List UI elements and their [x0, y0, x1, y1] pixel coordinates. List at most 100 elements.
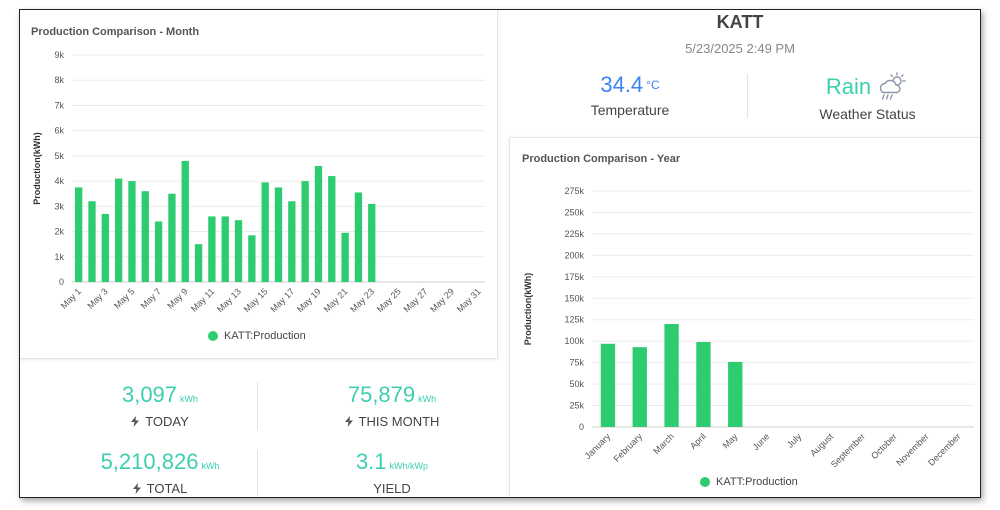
y-tick-label: 50k — [569, 379, 584, 389]
x-tick-label: May 7 — [139, 286, 163, 310]
bar-may-17 — [288, 201, 296, 282]
bar-march — [664, 324, 679, 427]
bar-february — [632, 347, 647, 427]
y-tick-label: 250k — [564, 207, 584, 217]
today-unit: kWh — [180, 394, 199, 404]
weather-divider — [747, 74, 748, 118]
y-tick-label: 8k — [54, 75, 64, 85]
dashboard-frame: Production Comparison - Month 0 1k 2k 3k 4k 5… — [19, 9, 981, 498]
y-tick-label: 125k — [564, 315, 584, 325]
weather-status-widget: Rain Weather Status — [770, 72, 965, 122]
x-tick-label: May 15 — [242, 286, 270, 314]
site-datetime: 5/23/2025 2:49 PM — [685, 41, 795, 56]
temperature-label: Temperature — [590, 102, 670, 118]
bar-may-8 — [168, 193, 176, 282]
x-tick-label: May 11 — [189, 286, 216, 313]
x-tick-label: April — [688, 431, 708, 451]
site-name: KATT — [716, 12, 764, 32]
temperature-value: 34.4 — [600, 72, 644, 97]
weather-status-value: Rain — [825, 74, 872, 99]
y-tick-label: 175k — [564, 272, 584, 282]
today-label: TODAY — [145, 414, 189, 429]
bar-may-9 — [181, 160, 189, 282]
y-tick-label: 3k — [54, 201, 64, 211]
x-tick-label: September — [829, 431, 867, 469]
x-tick-label: May 1 — [59, 286, 83, 310]
bolt-icon — [132, 483, 141, 494]
bar-may-23 — [368, 203, 376, 282]
y-axis-title: Production(kWh) — [523, 273, 533, 346]
y-tick-label: 6k — [54, 126, 64, 136]
bolt-icon — [344, 416, 353, 427]
total-value: 5,210,826 — [100, 449, 199, 474]
x-tick-label: May 31 — [455, 286, 483, 314]
y-tick-label: 150k — [564, 293, 584, 303]
legend-dot-icon — [700, 477, 710, 487]
x-tick-label: May 9 — [165, 286, 189, 310]
x-tick-label: May 23 — [348, 286, 376, 314]
bar-may-15 — [261, 182, 269, 282]
bar-may-11 — [208, 216, 216, 282]
stat-divider — [257, 382, 258, 430]
x-tick-label: May 25 — [375, 286, 403, 314]
bar-may-2 — [88, 201, 96, 282]
x-tick-label: May 3 — [85, 286, 109, 310]
bar-may-18 — [301, 181, 309, 282]
x-tick-label: May 27 — [402, 286, 430, 314]
bar-may-22 — [354, 192, 363, 282]
month-chart-legend[interactable]: KATT:Production — [208, 330, 306, 342]
y-axis-title: Production(kWh) — [32, 132, 42, 205]
year-production-chart: 0 25k 50k 75k 100k 125k 150k 175k 200k 225k 250k 27… — [523, 186, 974, 470]
bar-may-13 — [234, 220, 243, 282]
bar-may-20 — [328, 176, 336, 282]
bar-may-12 — [221, 216, 229, 282]
month-legend-label: KATT:Production — [224, 330, 306, 342]
year-chart-legend[interactable]: KATT:Production — [700, 476, 798, 488]
this-month-value: 75,879 — [347, 382, 416, 407]
today-value: 3,097 — [121, 382, 178, 407]
y-tick-label: 225k — [564, 229, 584, 239]
bar-may-19 — [314, 165, 323, 282]
bar-may-4 — [114, 178, 123, 282]
bar-may-21 — [341, 232, 349, 282]
this-month-unit: kWh — [418, 394, 437, 404]
stat-total: 5,210,826 kWh TOTAL — [50, 449, 270, 496]
this-month-label: THIS MONTH — [358, 414, 440, 429]
rain-cloud-icon — [879, 72, 906, 100]
x-tick-label: June — [751, 431, 772, 452]
x-tick-label: November — [894, 431, 930, 467]
bar-april — [696, 342, 711, 427]
x-tick-label: January — [583, 431, 613, 461]
bar-may — [728, 361, 743, 427]
bolt-icon — [131, 416, 140, 427]
year-production-card: Production Comparison - Year 0 25k 50k 75k 1… — [509, 137, 980, 497]
x-tick-label: May 19 — [295, 286, 323, 314]
x-tick-label: July — [785, 431, 804, 450]
x-tick-label: February — [612, 431, 645, 464]
y-tick-label: 4k — [54, 176, 64, 186]
y-tick-label: 25k — [569, 401, 584, 411]
x-tick-label: October — [869, 431, 899, 461]
y-tick-label: 200k — [564, 250, 584, 260]
bar-may-1 — [74, 187, 83, 282]
y-tick-label: 9k — [54, 50, 64, 60]
total-label: TOTAL — [146, 481, 188, 496]
bar-may-5 — [128, 181, 136, 282]
y-tick-label: 275k — [564, 186, 584, 196]
bar-may-16 — [274, 187, 283, 282]
x-tick-label: May 13 — [215, 286, 243, 314]
weather-status-label: Weather Status — [819, 106, 916, 122]
yield-label: YIELD — [373, 481, 411, 496]
stat-yield: 3.1 kWh/kWp YIELD — [282, 449, 502, 496]
bar-may-6 — [141, 191, 149, 282]
x-tick-label: May 17 — [268, 286, 296, 314]
bar-may-14 — [248, 235, 256, 282]
temperature-unit: °C — [646, 78, 660, 92]
x-tick-label: May 5 — [112, 286, 136, 310]
y-tick-label: 0 — [59, 277, 64, 287]
x-tick-label: August — [808, 431, 835, 458]
y-tick-label: 7k — [54, 100, 64, 110]
x-tick-label: May 29 — [428, 286, 456, 314]
y-tick-label: 1k — [54, 252, 64, 262]
